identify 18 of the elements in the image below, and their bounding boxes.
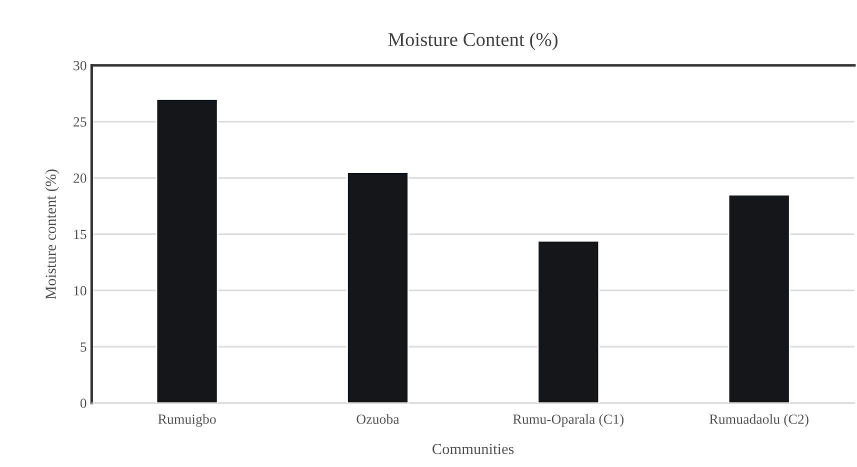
y-tick-label: 0 [80, 398, 86, 408]
y-tick-label: 15 [74, 230, 86, 240]
y-tick-label: 5 [80, 342, 86, 352]
y-tick-label: 20 [74, 174, 86, 183]
bar [728, 194, 790, 404]
x-tick-label: Rumuadaolu (C2) [710, 414, 808, 427]
y-axis-title: Moisture content (%) [45, 170, 60, 300]
y-tick-label: 30 [74, 60, 86, 70]
x-tick-label: Rumu-Oparala (C1) [513, 414, 624, 427]
bar [346, 172, 409, 404]
chart-title: Moisture Content (%) [388, 32, 558, 50]
bar [537, 240, 600, 404]
x-tick-label: Rumuigbo [158, 414, 216, 427]
x-tick-label: Ozuoba [356, 414, 400, 424]
y-tick-label: 25 [74, 117, 86, 127]
x-axis-title: Communities [432, 444, 514, 454]
bar [156, 98, 218, 404]
y-tick-label: 10 [74, 286, 86, 296]
